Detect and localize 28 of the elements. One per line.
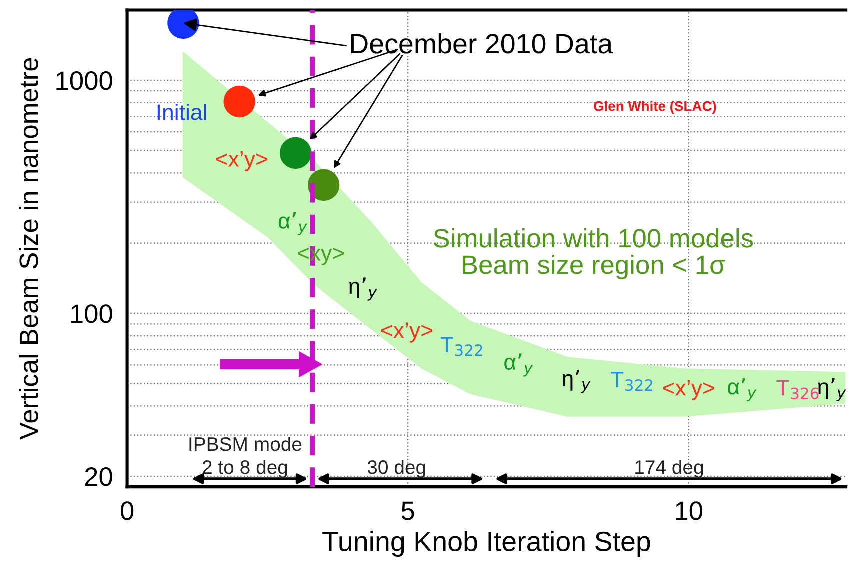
annotation: <x’y> bbox=[216, 151, 268, 172]
annotation: T$_{322}$ bbox=[611, 372, 653, 392]
annotation: 174 deg bbox=[636, 460, 704, 478]
annotation: <x’y> bbox=[381, 322, 432, 343]
x-axis-title: Tuning Knob Iteration Step bbox=[322, 531, 650, 557]
y-axis-title: Vertical Beam Size in nanometre bbox=[19, 58, 38, 440]
y-tick-label: 100 bbox=[71, 304, 112, 324]
annotation: η’$_{y}$ bbox=[350, 278, 378, 301]
annotation: 30 deg bbox=[368, 460, 426, 478]
annotation: December 2010 Data bbox=[351, 33, 614, 54]
annotation: Initial bbox=[158, 104, 206, 120]
annotation: Simulation with 100 models Beam size region < 1σ bbox=[434, 228, 754, 280]
annotation: η’$_{y}$ bbox=[562, 370, 591, 394]
y-tick-label: 1000 bbox=[56, 72, 112, 90]
annotation: Glen White (SLAC) bbox=[594, 101, 716, 114]
annotation: η’$_{y}$ bbox=[818, 378, 846, 402]
annotation: T$_{326}$ bbox=[776, 380, 819, 400]
x-tick-label: 10 bbox=[676, 502, 702, 520]
x-tick-label: 0 bbox=[120, 502, 134, 520]
y-tick-label: 20 bbox=[85, 468, 112, 486]
annotation: α’$_{y}$ bbox=[504, 354, 534, 377]
annotation: 2 to 8 deg bbox=[202, 460, 288, 478]
annotation: T$_{322}$ bbox=[440, 337, 482, 356]
annotation: α’$_{y}$ bbox=[278, 212, 308, 236]
annotation: IPBSM mode bbox=[190, 436, 302, 452]
annotation: α’$_{y}$ bbox=[728, 378, 757, 402]
x-tick-label: 5 bbox=[402, 502, 414, 520]
annotation: <x’y> bbox=[663, 380, 714, 400]
